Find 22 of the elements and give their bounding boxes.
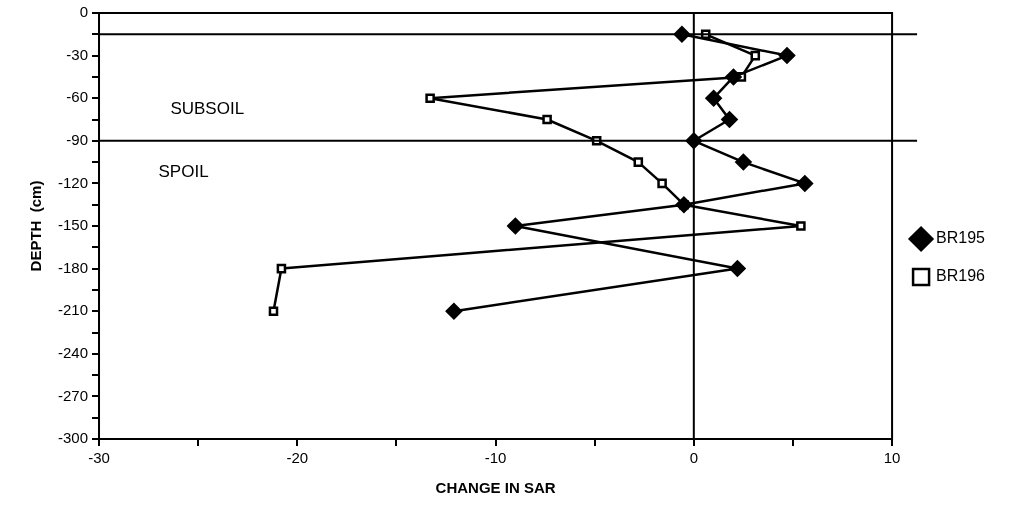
y-tick-label: 0 — [79, 3, 89, 21]
y-tick-label: -120 — [57, 173, 89, 191]
y-tick-label: -210 — [57, 301, 89, 319]
legend-label: BR195 — [936, 229, 986, 247]
y-tick-label: -300 — [57, 429, 89, 447]
x-tick-label: 0 — [689, 449, 698, 467]
legend-label: BR196 — [936, 267, 986, 285]
x-tick-label: -30 — [88, 449, 110, 467]
x-tick-label: -20 — [286, 449, 309, 467]
y-tick-label: -90 — [66, 130, 89, 148]
annotation: SPOIL — [158, 162, 209, 182]
y-tick-label: -30 — [66, 45, 89, 63]
y-tick-label: -150 — [57, 216, 89, 234]
y-tick-label: -240 — [57, 343, 89, 361]
y-tick-label: -180 — [57, 258, 89, 276]
x-tick-label: -10 — [484, 449, 507, 467]
y-axis-title: DEPTH (cm) — [27, 180, 45, 272]
y-tick-label: -270 — [57, 386, 89, 404]
x-tick-label: 10 — [883, 449, 901, 467]
x-axis-title: CHANGE IN SAR — [435, 479, 556, 497]
y-tick-label: -60 — [66, 88, 89, 106]
annotation: SUBSOIL — [170, 98, 245, 118]
